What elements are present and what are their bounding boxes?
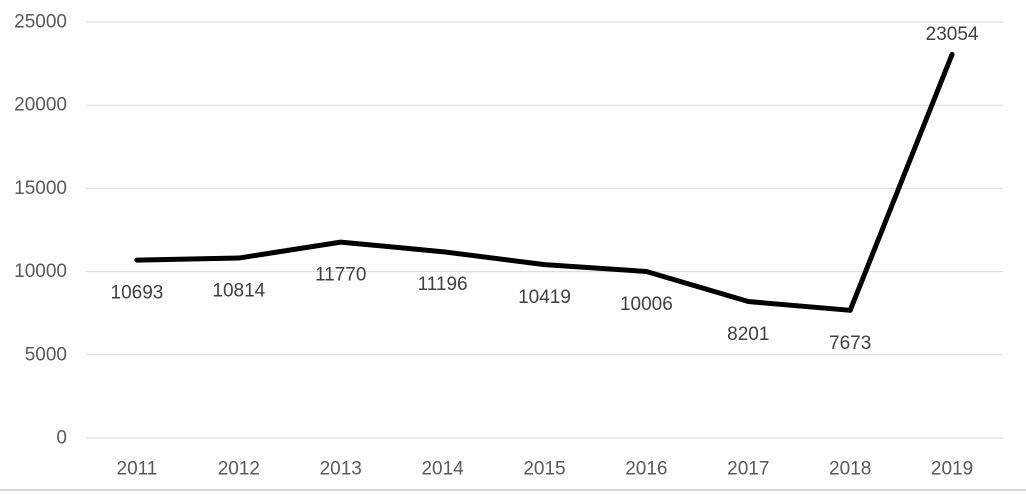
y-axis-tick-label: 15000 xyxy=(14,178,67,199)
data-point-label: 10814 xyxy=(212,281,265,302)
data-point-label: 10419 xyxy=(518,287,571,308)
x-axis-tick-label: 2019 xyxy=(931,459,973,480)
data-point-label: 10006 xyxy=(620,294,673,315)
y-axis-tick-label: 5000 xyxy=(25,344,67,365)
data-point-label: 7673 xyxy=(829,333,871,354)
x-axis-tick-label: 2013 xyxy=(320,459,362,480)
data-point-label: 8201 xyxy=(727,324,769,345)
y-axis-tick-label: 20000 xyxy=(14,95,67,116)
data-point-label: 23054 xyxy=(926,24,979,45)
x-axis-tick-label: 2017 xyxy=(727,459,769,480)
x-axis-tick-label: 2012 xyxy=(218,459,260,480)
data-point-label: 10693 xyxy=(111,283,164,304)
data-point-label: 11196 xyxy=(418,274,468,295)
x-axis-tick-label: 2014 xyxy=(421,459,464,480)
data-series-line xyxy=(134,51,955,313)
x-axis-tick-label: 2011 xyxy=(117,459,158,480)
x-axis-tick-label: 2018 xyxy=(829,459,871,480)
y-axis-tick-label: 25000 xyxy=(14,12,67,33)
y-axis-tick-label: 10000 xyxy=(14,261,67,282)
y-axis-tick-label: 0 xyxy=(56,428,67,449)
x-axis-tick-label: 2016 xyxy=(625,459,667,480)
x-axis-tick-label: 2015 xyxy=(523,459,565,480)
data-point-label: 11770 xyxy=(315,265,366,286)
